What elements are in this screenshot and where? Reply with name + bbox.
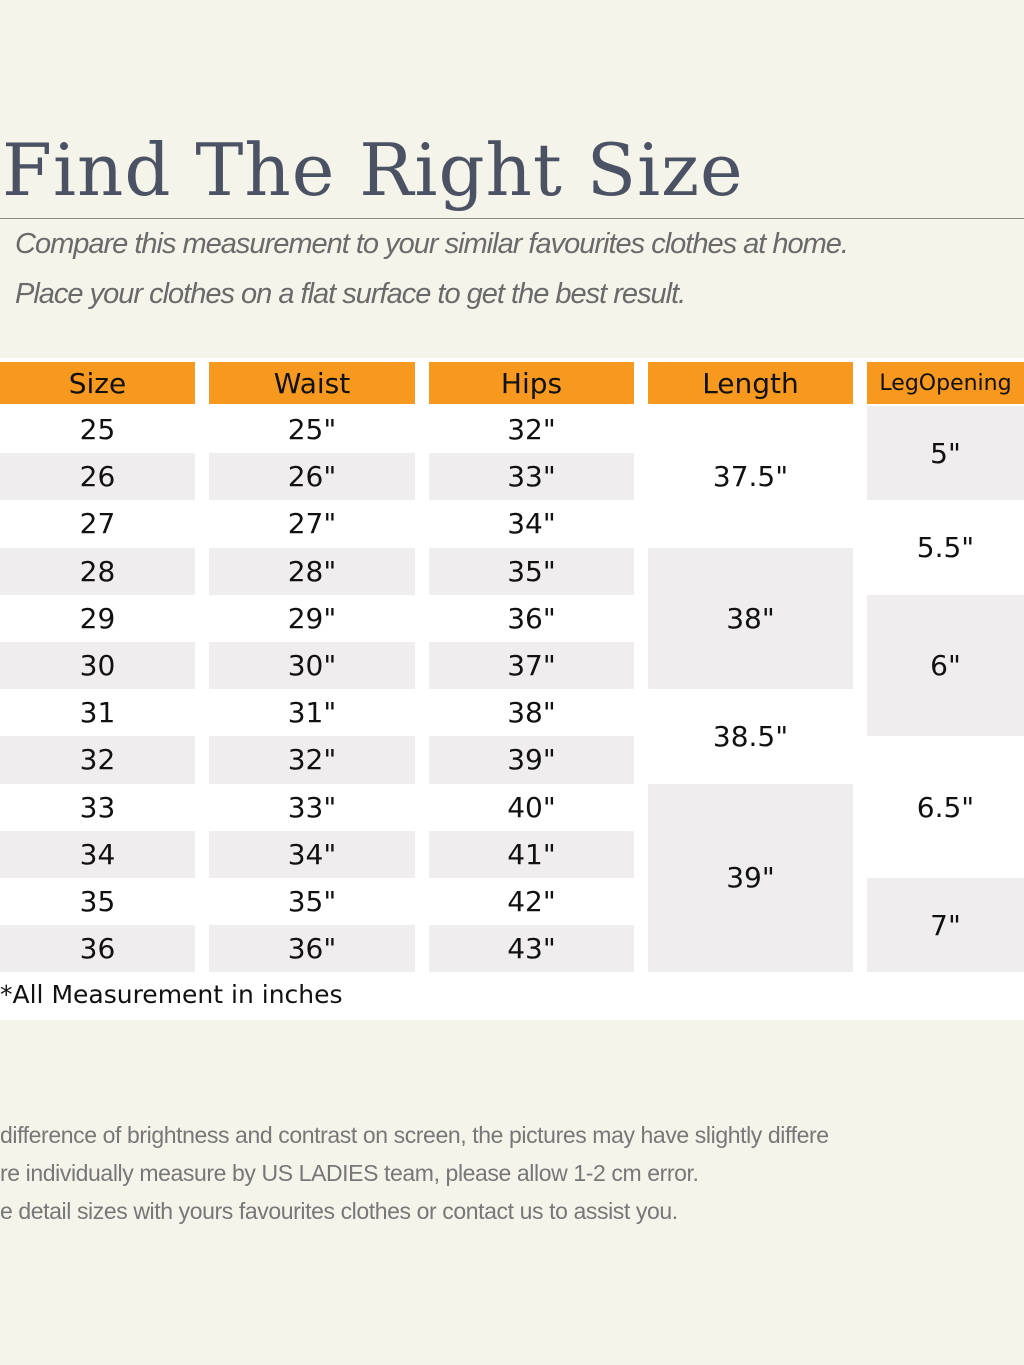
hips-cell: 38" — [507, 696, 556, 730]
sizes-cell: 26 — [0, 453, 195, 501]
waist-cell: 28" — [209, 547, 415, 595]
footer-line-3: e detail sizes with yours favourites clo… — [0, 1198, 678, 1224]
leg-opening-cell: 5" — [867, 406, 1024, 501]
hips-cell: 37" — [429, 641, 634, 690]
subtitle-line-2: Place your clothes on a flat surface to … — [15, 278, 686, 310]
waist-cell: 33" — [287, 790, 337, 824]
length-cell: 37.5" — [712, 460, 789, 494]
waist-cell: 25" — [287, 413, 337, 447]
waist-cell: 27" — [287, 507, 337, 541]
leg-opening-cell: 5.5" — [916, 531, 975, 565]
footer-line-2: re individually measure by US LADIES tea… — [0, 1160, 699, 1186]
footer-line-1: difference of brightness and contrast on… — [0, 1122, 829, 1148]
subtitle-line-1: Compare this measurement to your similar… — [15, 228, 849, 260]
length-cell: 38.5" — [712, 719, 789, 753]
sizes-cell: 35 — [79, 884, 116, 918]
hips-cell: 43" — [429, 925, 634, 973]
column-header-length: Length — [648, 362, 853, 404]
sizes-cell: 27 — [79, 507, 116, 541]
sizes-cell: 28 — [0, 547, 195, 595]
hips-cell: 32" — [507, 413, 556, 447]
sizes-cell: 33 — [79, 790, 116, 824]
waist-cell: 26" — [209, 453, 415, 501]
hips-cell: 42" — [507, 884, 556, 918]
length-cell: 39" — [648, 783, 853, 973]
hips-cell: 33" — [429, 453, 634, 501]
sizes-cell: 25 — [79, 413, 116, 447]
column-header-hips: Hips — [429, 362, 634, 404]
hips-cell: 39" — [429, 736, 634, 784]
page-title: Find The Right Size — [2, 128, 744, 212]
measurement-note: *All Measurement in inches — [0, 980, 343, 1009]
leg-opening-cell: 6" — [867, 594, 1024, 737]
waist-cell: 36" — [209, 925, 415, 973]
title-divider — [0, 218, 1024, 219]
waist-cell: 35" — [287, 884, 337, 918]
length-cell: 38" — [648, 547, 853, 690]
sizes-cell: 31 — [79, 696, 116, 730]
hips-cell: 41" — [429, 830, 634, 878]
sizes-cell: 32 — [0, 736, 195, 784]
size-table: Size Waist Hips Length LegOpening 25 26 27 28 29 3… — [0, 362, 1024, 973]
hips-cell: 40" — [507, 790, 556, 824]
hips-cell: 35" — [429, 547, 634, 595]
hips-cell: 34" — [507, 507, 556, 541]
hips-cell: 36" — [507, 601, 556, 635]
sizes-cell: 30 — [0, 641, 195, 690]
waist-cell: 31" — [287, 696, 337, 730]
waist-cell: 32" — [209, 736, 415, 784]
leg-opening-cell: 6.5" — [916, 790, 975, 824]
sizes-cell: 29 — [79, 601, 116, 635]
leg-opening-cell: 7" — [867, 877, 1024, 973]
waist-cell: 30" — [209, 641, 415, 690]
waist-cell: 29" — [287, 601, 337, 635]
sizes-cell: 34 — [0, 830, 195, 878]
column-header-size: Size — [0, 362, 195, 404]
sizes-cell: 36 — [0, 925, 195, 973]
column-header-legopening: LegOpening — [867, 362, 1024, 404]
column-header-waist: Waist — [209, 362, 415, 404]
waist-cell: 34" — [209, 830, 415, 878]
